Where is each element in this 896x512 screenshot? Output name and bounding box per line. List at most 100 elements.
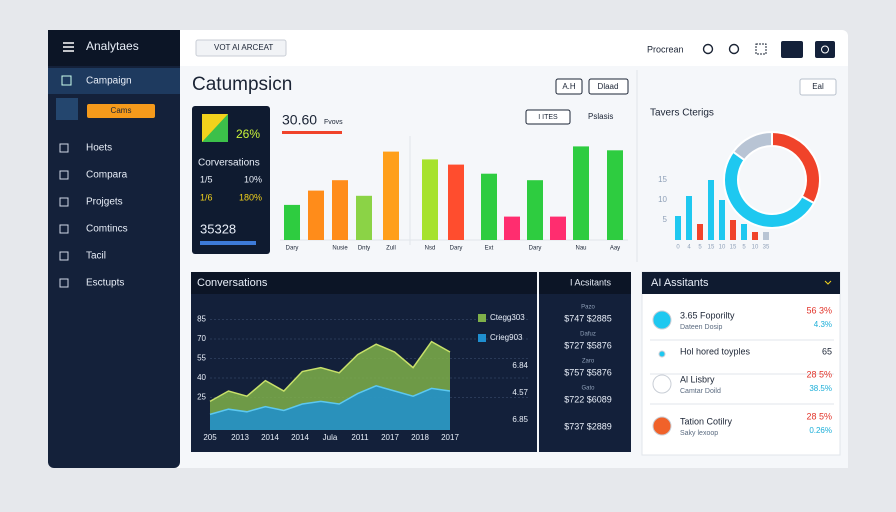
action-button[interactable] bbox=[781, 41, 803, 58]
x-tick-label: Dary bbox=[450, 246, 463, 252]
donut-segment bbox=[723, 150, 816, 229]
side-button[interactable] bbox=[799, 78, 837, 96]
bar bbox=[383, 151, 399, 240]
row-value: 4.3% bbox=[814, 320, 832, 329]
row-icon bbox=[652, 310, 672, 330]
icon bbox=[61, 75, 72, 86]
x-tick-label: 2017 bbox=[381, 433, 399, 442]
x-tick-label: Ext bbox=[485, 246, 494, 252]
x-tick-label: 2018 bbox=[411, 433, 429, 442]
filter-button[interactable] bbox=[525, 109, 571, 125]
y-tick-label: 85 bbox=[197, 315, 206, 324]
row-name: Hol hored toyples bbox=[680, 346, 751, 356]
sidebar bbox=[48, 30, 180, 468]
search-box[interactable] bbox=[195, 39, 287, 57]
y-tick-label: 55 bbox=[197, 354, 206, 363]
bar bbox=[752, 232, 758, 240]
x-tick-label: 5 bbox=[742, 245, 746, 251]
x-tick-label: Dary bbox=[286, 246, 299, 252]
nav-item[interactable]: Compara bbox=[86, 170, 128, 181]
bar bbox=[332, 180, 348, 240]
page-title: Catumpsicn bbox=[192, 74, 292, 95]
y-tick-label: 15 bbox=[658, 175, 667, 184]
row-value: $757 $5876 bbox=[564, 367, 612, 377]
x-tick-label: 2017 bbox=[441, 433, 459, 442]
legend-swatch bbox=[478, 314, 486, 322]
row-value: 28 5% bbox=[806, 411, 832, 421]
nav-item[interactable]: Projgets bbox=[86, 197, 123, 208]
bar bbox=[675, 216, 681, 240]
area-line bbox=[209, 340, 451, 403]
action-button[interactable] bbox=[815, 41, 835, 58]
icon bbox=[59, 224, 69, 234]
bar bbox=[481, 173, 497, 240]
side-button-label: Eal bbox=[812, 82, 824, 91]
grid-icon[interactable] bbox=[755, 43, 767, 55]
area-panel-header bbox=[191, 272, 537, 294]
header-button[interactable] bbox=[555, 78, 583, 95]
donut-segment bbox=[731, 130, 773, 162]
kpi-label: Corversations bbox=[198, 158, 260, 169]
bar bbox=[284, 204, 300, 240]
nav-item[interactable]: Hoets bbox=[86, 143, 112, 154]
notify-icon[interactable] bbox=[728, 43, 740, 55]
row-value: $737 $2889 bbox=[564, 421, 612, 431]
active-label: Campaign bbox=[86, 76, 132, 87]
bar-chart-subtitle: Fvovs bbox=[324, 119, 343, 126]
row-name: Al Lisbry bbox=[680, 374, 715, 384]
bar bbox=[504, 216, 520, 240]
nav-item[interactable]: Tacil bbox=[86, 251, 106, 262]
list-panel bbox=[539, 272, 631, 452]
x-tick-label: Zull bbox=[386, 246, 396, 252]
kpi-cell: 1/6 bbox=[200, 192, 213, 202]
bar bbox=[697, 224, 703, 240]
menu-icon[interactable] bbox=[63, 42, 74, 52]
legend-label: Crieg903 bbox=[490, 333, 523, 342]
kpi-cell: 180% bbox=[239, 192, 262, 202]
sidebar-button-label: Cams bbox=[111, 106, 132, 115]
x-tick-label: Nusie bbox=[332, 246, 348, 252]
x-tick-label: 2014 bbox=[261, 433, 279, 442]
side-value: 6.84 bbox=[512, 361, 528, 370]
row-caption: Gato bbox=[581, 386, 595, 392]
search-icon[interactable] bbox=[702, 43, 714, 55]
nav-item[interactable]: Comtincs bbox=[86, 224, 128, 235]
area-title: Conversations bbox=[197, 277, 268, 289]
x-tick-label: 2013 bbox=[231, 433, 249, 442]
legend-swatch bbox=[478, 334, 486, 342]
side-value: 4.57 bbox=[512, 388, 528, 397]
bar bbox=[573, 146, 589, 240]
row-name: Tation Cotilry bbox=[680, 416, 733, 426]
icon bbox=[821, 45, 829, 54]
icon bbox=[59, 197, 69, 207]
row-value: 38.5% bbox=[809, 384, 832, 393]
menu-label[interactable]: Procrean bbox=[647, 44, 684, 54]
y-tick-label: 5 bbox=[663, 215, 668, 224]
donut-title: Tavers Cterigs bbox=[650, 108, 714, 119]
assistants-title: AI Assitants bbox=[651, 277, 709, 289]
active-item[interactable] bbox=[48, 68, 180, 94]
row-sub: Saky lexoop bbox=[680, 430, 718, 437]
header-button-label: A.H bbox=[562, 82, 576, 91]
kpi-cell: 10% bbox=[244, 174, 262, 184]
bar bbox=[686, 196, 692, 240]
filter-label: I ITES bbox=[538, 114, 558, 121]
row-caption: Dafuz bbox=[580, 332, 596, 338]
chevron[interactable] bbox=[824, 280, 832, 285]
header-button[interactable] bbox=[588, 78, 629, 95]
x-tick-label: Nau bbox=[575, 246, 586, 252]
bar bbox=[550, 216, 566, 240]
x-tick-label: 15 bbox=[730, 245, 737, 251]
row-caption: Pazo bbox=[581, 305, 595, 311]
row-sub: Dateen Dosip bbox=[680, 324, 723, 331]
sidebar-button[interactable] bbox=[87, 104, 155, 118]
nav-item[interactable]: Esctupts bbox=[86, 278, 124, 289]
area bbox=[210, 385, 450, 430]
x-tick-label: 4 bbox=[687, 245, 691, 251]
kpi-total: 35328 bbox=[200, 221, 236, 236]
list-title: I Acsitants bbox=[570, 277, 612, 287]
dropdown-label[interactable]: Pslasis bbox=[588, 112, 613, 121]
sidebar-top bbox=[48, 30, 180, 66]
bar bbox=[741, 224, 747, 240]
